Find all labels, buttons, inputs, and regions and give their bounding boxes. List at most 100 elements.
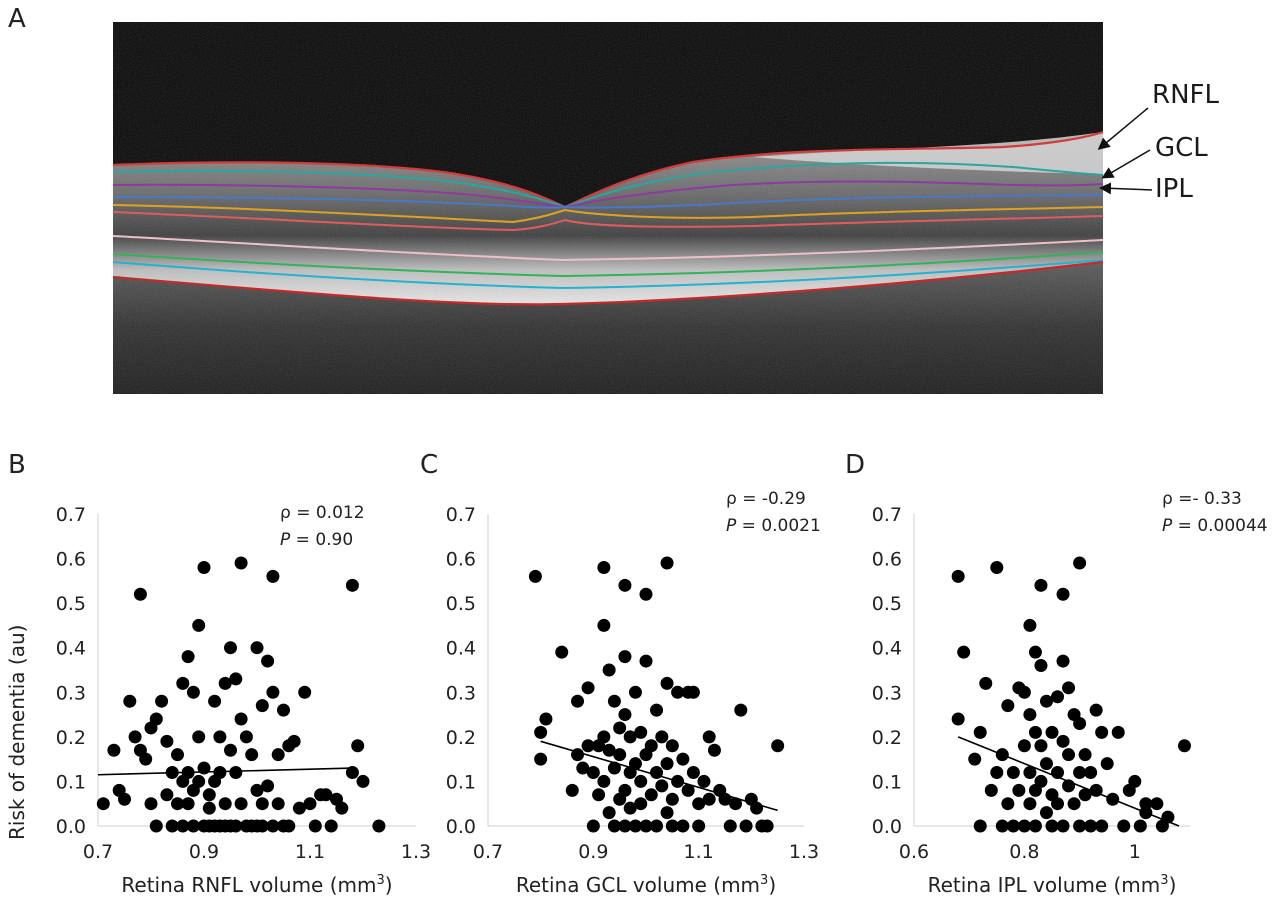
data-point: [324, 819, 338, 833]
panel-letter-d: D: [845, 450, 866, 480]
data-point: [345, 578, 359, 592]
rho-statistic: ρ =- 0.33: [1162, 489, 1242, 509]
data-point: [628, 819, 642, 833]
x-axis-title-superscript: 3: [760, 873, 768, 888]
label-ipl: IPL: [1155, 174, 1193, 204]
x-axis-title: Retina IPL volume (mm3): [928, 873, 1177, 897]
x-tick-label: 1.3: [789, 841, 819, 863]
data-point: [660, 806, 674, 820]
y-tick-label: 0.7: [872, 504, 902, 526]
data-point: [1100, 757, 1114, 771]
data-point: [1095, 819, 1109, 833]
data-point: [1023, 618, 1037, 632]
trend-line: [957, 736, 1180, 827]
data-point: [245, 748, 259, 762]
data-point: [618, 783, 632, 797]
data-point: [266, 685, 280, 699]
y-tick-label: 0.1: [446, 771, 476, 793]
data-point: [345, 766, 359, 780]
data-point: [1045, 819, 1059, 833]
data-point: [634, 797, 648, 811]
data-point: [1073, 716, 1087, 730]
x-axis-title-end: ): [385, 873, 393, 897]
data-point: [692, 797, 706, 811]
data-point: [250, 783, 264, 797]
y-tick-label: 0.1: [56, 771, 86, 793]
p-letter: P: [726, 516, 737, 536]
x-axis-title-text: Retina IPL volume (mm: [928, 873, 1161, 897]
data-point: [602, 743, 616, 757]
x-axis-title-superscript: 3: [376, 873, 384, 888]
data-point: [723, 819, 737, 833]
x-tick-label: 0.7: [83, 841, 113, 863]
data-point: [1056, 654, 1070, 668]
data-point: [676, 752, 690, 766]
data-point: [118, 792, 131, 806]
data-point: [597, 618, 611, 632]
data-point: [266, 819, 280, 833]
data-point: [607, 694, 621, 708]
data-point: [255, 699, 269, 713]
y-tick-label: 0.7: [56, 504, 86, 526]
data-point: [692, 819, 706, 833]
data-point: [133, 587, 147, 601]
data-point: [1039, 757, 1053, 771]
y-tick-label: 0.4: [872, 638, 902, 660]
data-point: [139, 752, 153, 766]
data-point: [250, 641, 264, 655]
y-tick-label: 0.3: [56, 682, 86, 704]
data-point: [597, 730, 611, 744]
data-point: [144, 797, 158, 811]
data-point: [266, 569, 280, 583]
y-tick-label: 0.0: [56, 816, 86, 838]
data-point: [729, 797, 743, 811]
data-point: [234, 797, 248, 811]
data-point: [639, 587, 653, 601]
data-point: [192, 730, 206, 744]
data-point: [968, 752, 982, 766]
data-point: [607, 761, 621, 775]
data-point: [255, 819, 269, 833]
y-tick-label: 0.7: [446, 504, 476, 526]
data-point: [539, 712, 553, 726]
data-point: [618, 650, 632, 664]
y-tick-label: 0.6: [872, 549, 902, 571]
ipl-boundary-line: [112, 180, 1104, 209]
data-point: [660, 757, 674, 771]
y-tick-label: 0.6: [446, 549, 476, 571]
data-point: [308, 819, 322, 833]
data-point: [639, 654, 653, 668]
data-point: [1089, 703, 1103, 717]
data-point: [96, 797, 110, 811]
data-point: [224, 641, 237, 655]
data-point: [271, 797, 285, 811]
data-point: [1001, 699, 1015, 713]
data-point: [655, 730, 669, 744]
data-point: [613, 721, 627, 735]
panel-letter-b: B: [8, 450, 26, 480]
data-point: [581, 681, 595, 695]
data-point: [665, 739, 679, 753]
trend-line: [97, 767, 353, 776]
data-point: [576, 761, 590, 775]
data-point: [282, 819, 296, 833]
data-point: [1051, 797, 1065, 811]
data-point: [628, 757, 642, 771]
ilm-boundary-line: [112, 130, 1104, 209]
data-point: [261, 779, 275, 793]
data-point: [686, 685, 700, 699]
data-point: [277, 703, 290, 717]
data-point: [634, 774, 648, 788]
x-axis-title-superscript: 3: [1160, 873, 1168, 888]
y-tick-label: 0.5: [872, 593, 902, 615]
data-point: [660, 676, 674, 690]
data-point: [1028, 725, 1042, 739]
data-point: [707, 743, 721, 757]
data-point: [1023, 708, 1037, 722]
x-axis-title-end: ): [1169, 873, 1177, 897]
data-point: [271, 748, 285, 762]
data-point: [1039, 694, 1053, 708]
data-point: [1111, 725, 1125, 739]
p-letter: P: [280, 530, 291, 550]
data-point: [1067, 797, 1081, 811]
